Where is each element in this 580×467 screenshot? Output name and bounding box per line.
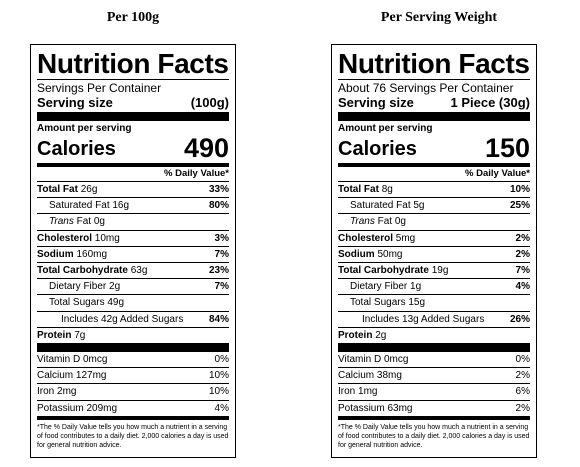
amount-per-serving: Amount per serving <box>338 123 433 134</box>
daily-value: 7% <box>515 265 530 277</box>
nutrient-row-trans-fat: Trans Fat 0g <box>37 213 229 229</box>
serving-size: Serving size (100g) <box>37 95 229 110</box>
nutrient-row-saturated-fat: Saturated Fat 16g 80% <box>37 197 229 213</box>
nutrition-label-per-serving: Nutrition Facts About 76 Servings Per Co… <box>331 44 537 458</box>
servings-per-container: About 76 Servings Per Container <box>338 81 514 95</box>
calories-row: Calories 490 <box>37 133 229 163</box>
servings-per-container: Servings Per Container <box>37 81 162 95</box>
vitamin-row-vitamin-d: Vitamin D 0mcg 0% <box>338 354 530 366</box>
calories-value: 150 <box>484 133 530 163</box>
nutrient-row-trans-fat: Trans Fat 0g <box>338 213 530 229</box>
nutrient-row-protein: Protein 2g <box>338 326 530 343</box>
nutrient-row-dietary-fiber: Dietary Fiber 2g 7% <box>37 278 229 294</box>
calories-row: Calories 150 <box>338 133 530 163</box>
serving-size-value: (100g) <box>190 95 229 110</box>
nutrient-row-dietary-fiber: Dietary Fiber 1g 4% <box>338 278 530 294</box>
daily-value: 25% <box>509 200 530 212</box>
heading-per-100g: Per 100g <box>106 10 160 25</box>
calories-label: Calories <box>338 138 417 160</box>
nutrient-row-protein: Protein 7g <box>37 326 229 343</box>
daily-value: 7% <box>214 248 229 260</box>
nutrient-row-total-fat: Total Fat 26g 33% <box>37 181 229 197</box>
daily-value: 84% <box>208 313 229 325</box>
vitamin-row-calcium: Calcium 38mg 2% <box>338 367 530 383</box>
daily-value: 3% <box>214 232 229 244</box>
vitamin-row-vitamin-d: Vitamin D 0mcg 0% <box>37 354 229 366</box>
nutrient-row-sodium: Sodium 50mg 2% <box>338 245 530 262</box>
vitamin-row-iron: Iron 1mg 6% <box>338 383 530 399</box>
serving-size-label: Serving size <box>37 95 113 110</box>
daily-value: 2% <box>515 248 530 260</box>
nutrient-row-sodium: Sodium 160mg 7% <box>37 245 229 262</box>
nutrient-row-saturated-fat: Saturated Fat 5g 25% <box>338 197 530 213</box>
daily-value: 26% <box>509 313 530 325</box>
amount-per-serving: Amount per serving <box>37 123 132 134</box>
daily-value: 80% <box>208 200 229 212</box>
nutrient-row-total-carbohydrate: Total Carbohydrate 19g 7% <box>338 262 530 278</box>
vitamin-row-potassium: Potassium 63mg 2% <box>338 399 530 416</box>
vitamin-row-calcium: Calcium 127mg 10% <box>37 367 229 383</box>
vitamin-row-iron: Iron 2mg 10% <box>37 383 229 399</box>
daily-value: 33% <box>208 184 229 195</box>
nutrient-row-total-carbohydrate: Total Carbohydrate 63g 23% <box>37 262 229 278</box>
daily-value: 4% <box>515 281 530 293</box>
calories-label: Calories <box>37 138 116 160</box>
daily-value-header: % Daily Value* <box>164 168 229 179</box>
daily-value: 10% <box>509 184 530 195</box>
nutrient-row-cholesterol: Cholesterol 10mg 3% <box>37 229 229 246</box>
daily-value-header: % Daily Value* <box>465 168 530 179</box>
nutrition-label-per-100g: Nutrition Facts Servings Per Container S… <box>30 44 236 458</box>
nutrient-row-total-sugars: Total Sugars 15g <box>338 294 530 310</box>
label-title: Nutrition Facts <box>37 48 229 79</box>
nutrient-row-added-sugars: Includes 42g Added Sugars 84% <box>37 310 229 327</box>
daily-value: 23% <box>208 265 229 277</box>
serving-size: Serving size 1 Piece (30g) <box>338 95 530 110</box>
footnote: *The % Daily Value tells you how much a … <box>338 423 530 449</box>
label-title: Nutrition Facts <box>338 48 530 79</box>
serving-size-label: Serving size <box>338 95 414 110</box>
heading-per-serving: Per Serving Weight <box>380 10 498 25</box>
nutrient-row-total-sugars: Total Sugars 49g <box>37 294 229 310</box>
daily-value: 2% <box>515 232 530 244</box>
serving-size-value: 1 Piece (30g) <box>450 95 531 110</box>
footnote: *The % Daily Value tells you how much a … <box>37 423 229 449</box>
daily-value: 7% <box>214 281 229 293</box>
calories-value: 490 <box>183 133 229 163</box>
vitamin-row-potassium: Potassium 209mg 4% <box>37 399 229 416</box>
nutrient-row-total-fat: Total Fat 8g 10% <box>338 181 530 197</box>
nutrient-row-cholesterol: Cholesterol 5mg 2% <box>338 229 530 246</box>
nutrient-row-added-sugars: Includes 13g Added Sugars 26% <box>338 310 530 327</box>
